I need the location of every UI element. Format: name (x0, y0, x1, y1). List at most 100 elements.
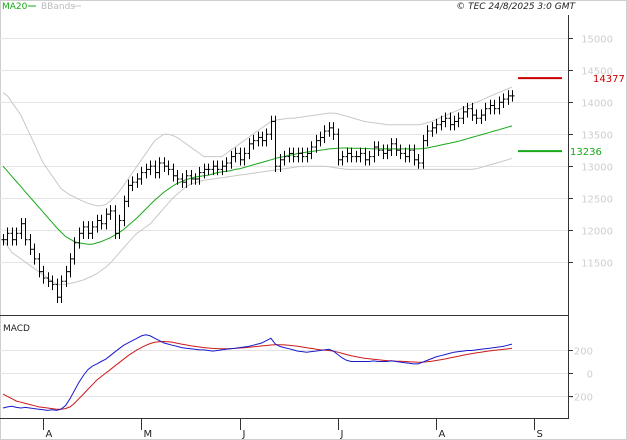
price-bar (425, 125, 430, 147)
price-bar (72, 237, 77, 265)
price-bar (211, 160, 216, 176)
price-bar (157, 157, 162, 179)
price-bar (376, 141, 381, 156)
price-bar (206, 163, 211, 176)
price-bar (50, 275, 55, 291)
price-bar (430, 122, 435, 137)
macd-tick-label: -200 (570, 393, 593, 404)
price-bar (264, 128, 269, 147)
macd-signal-line (2, 340, 513, 410)
price-bar (501, 93, 506, 109)
price-bar (148, 160, 153, 176)
price-bar (407, 144, 412, 163)
price-bar (229, 150, 234, 169)
price-bar (296, 147, 301, 163)
price-bar (197, 166, 202, 185)
price-bar (59, 275, 64, 303)
price-grid (0, 38, 568, 263)
price-bar (184, 170, 189, 188)
price-tick-label: 14500 (581, 67, 613, 78)
price-bar (193, 173, 198, 185)
price-bar (291, 147, 296, 163)
macd-y-ticks: 200 0 -200 (568, 347, 593, 404)
macd-tick-label: 200 (574, 347, 593, 358)
price-bar (95, 214, 100, 233)
price-bar (479, 109, 484, 125)
price-bar (385, 144, 390, 160)
price-bar (144, 163, 149, 179)
price-bar (363, 147, 368, 166)
price-bar (322, 125, 327, 144)
price-bar (202, 163, 207, 179)
price-bar (86, 221, 91, 240)
price-bar (256, 131, 261, 147)
price-bar (381, 144, 386, 160)
price-bar (403, 147, 408, 163)
price-bar (37, 253, 42, 278)
price-bar (23, 217, 28, 246)
price-bar (10, 227, 15, 246)
price-bar (175, 170, 180, 185)
price-bar (99, 214, 104, 230)
price-bar (224, 157, 229, 172)
price-bar (488, 99, 493, 115)
macd-title: MACD (3, 324, 30, 334)
resistance-label: 14377 (593, 74, 625, 85)
price-bar (278, 154, 283, 172)
price-bar (90, 221, 95, 240)
price-tick-label: 13000 (581, 163, 613, 174)
price-bar (412, 144, 417, 166)
price-bar (64, 265, 69, 287)
price-bar (448, 112, 453, 131)
price-bar (483, 102, 488, 121)
price-bar (394, 138, 399, 156)
price-bar (135, 173, 140, 188)
price-bar (77, 227, 82, 249)
price-bar (336, 128, 341, 166)
support-label: 13236 (570, 147, 602, 158)
price-bar (81, 221, 86, 240)
price-bar (287, 147, 292, 163)
source-label: © TEC 24/8/2025 3:0 GMT (456, 2, 576, 12)
price-tick-label: 15000 (581, 35, 613, 46)
price-bar (5, 227, 10, 246)
price-bar (398, 144, 403, 160)
price-bar (260, 131, 265, 147)
bbands-legend: BBands (41, 2, 75, 12)
price-bar (470, 102, 475, 121)
x-tick-label: J (242, 429, 246, 440)
macd-tick-label: 0 (587, 370, 593, 381)
price-bar (215, 160, 220, 176)
price-tick-label: 14000 (581, 99, 613, 110)
price-bar (269, 115, 274, 140)
price-bar (354, 150, 359, 163)
price-bar (452, 115, 457, 131)
price-bar (331, 122, 336, 140)
price-tick-label: 12000 (581, 227, 613, 238)
price-bar (166, 160, 171, 176)
bollinger-upper-line (2, 86, 513, 207)
price-bar (434, 118, 439, 134)
price-bars (1, 90, 515, 303)
price-bar (421, 134, 426, 169)
price-bar (497, 96, 502, 115)
price-tick-label: 12500 (581, 195, 613, 206)
price-bar (345, 147, 350, 163)
price-bar (273, 115, 278, 172)
price-bar (349, 147, 354, 163)
price-bar (28, 233, 33, 256)
price-bar (32, 243, 37, 265)
price-bar (300, 147, 305, 163)
price-bar (14, 227, 19, 246)
price-bar (340, 150, 345, 166)
price-bar (19, 217, 24, 240)
price-bar (68, 253, 73, 278)
price-bar (492, 99, 497, 115)
x-tick-label: M (144, 429, 153, 440)
price-bar (126, 179, 131, 208)
price-bar (456, 112, 461, 128)
price-bar (474, 109, 479, 125)
price-bar (104, 208, 109, 230)
